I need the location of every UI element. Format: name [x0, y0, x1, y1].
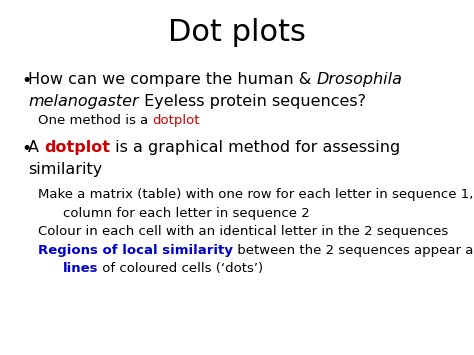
Text: dotplot: dotplot	[44, 140, 110, 155]
Text: One method is a: One method is a	[38, 114, 153, 127]
Text: lines: lines	[63, 262, 99, 275]
Text: Dot plots: Dot plots	[168, 18, 306, 47]
Text: Make a matrix (table) with one row for each letter in sequence 1, & one: Make a matrix (table) with one row for e…	[38, 188, 474, 201]
Text: column for each letter in sequence 2: column for each letter in sequence 2	[63, 207, 310, 219]
Text: A: A	[28, 140, 44, 155]
Text: Drosophila: Drosophila	[316, 72, 402, 87]
Text: •: •	[21, 72, 31, 90]
Text: melanogaster: melanogaster	[28, 94, 138, 109]
Text: between the 2 sequences appear as: between the 2 sequences appear as	[233, 244, 474, 257]
Text: Colour in each cell with an identical letter in the 2 sequences: Colour in each cell with an identical le…	[38, 225, 448, 238]
Text: Eyeless protein sequences?: Eyeless protein sequences?	[138, 94, 365, 109]
Text: of coloured cells (‘dots’): of coloured cells (‘dots’)	[99, 262, 264, 275]
Text: How can we compare the human &: How can we compare the human &	[28, 72, 316, 87]
Text: similarity: similarity	[28, 162, 102, 177]
Text: dotplot: dotplot	[153, 114, 200, 127]
Text: is a graphical method for assessing: is a graphical method for assessing	[110, 140, 401, 155]
Text: Regions of local similarity: Regions of local similarity	[38, 244, 233, 257]
Text: •: •	[21, 140, 31, 158]
